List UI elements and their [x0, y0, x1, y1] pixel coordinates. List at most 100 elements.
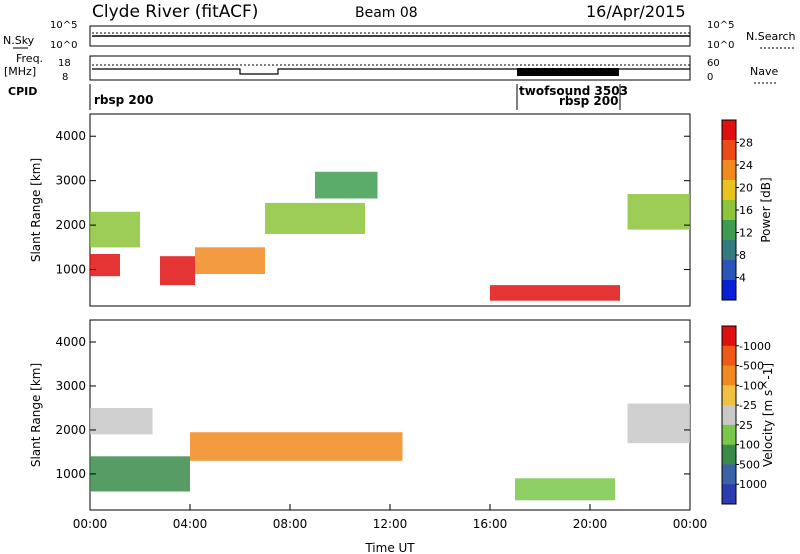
x-tick-label: 20:00	[573, 517, 608, 531]
velocity-y-ticks: 1000 2000 3000 4000	[55, 335, 690, 481]
cpid-segment-label: rbsp 200	[94, 93, 153, 107]
nave-tick-top: 60	[707, 58, 720, 69]
echo-band	[195, 247, 265, 274]
y-tick-label: 3000	[55, 379, 86, 393]
freq-unit: [MHz]	[4, 65, 36, 78]
colorbar-tick-label: -500	[739, 360, 764, 373]
echo-band	[90, 408, 153, 435]
cpid-segment-label: rbsp 200	[559, 94, 618, 108]
velocity-ylabel: Slant Range [km]	[29, 363, 43, 467]
colorbar-tick-label: 24	[739, 159, 753, 172]
power-y-ticks: 1000 2000 3000 4000	[55, 129, 690, 277]
x-tick-label: 08:00	[273, 517, 308, 531]
nave-tick-bottom: 0	[707, 72, 713, 83]
colorbar-tick-label: 500	[739, 458, 760, 471]
nsky-label: N.Sky	[3, 34, 35, 47]
colorbar-swatch	[722, 326, 736, 347]
colorbar-swatch	[722, 160, 736, 181]
y-tick-label: 1000	[55, 263, 86, 277]
colorbar-tick-label: 12	[739, 227, 753, 240]
x-tick-label: 04:00	[173, 517, 208, 531]
y-tick-label: 4000	[55, 129, 86, 143]
freq-panel: Freq. [MHz] 18 8 60 0 Nave	[4, 52, 778, 84]
colorbar-tick-label: 16	[739, 204, 753, 217]
velocity-echo-bands	[90, 403, 690, 501]
colorbar-tick-label: -25	[739, 399, 757, 412]
echo-band	[490, 285, 620, 301]
nsearch-label: N.Search	[746, 30, 796, 43]
power-colorbar-label: Power [dB]	[759, 177, 773, 242]
echo-band	[627, 194, 690, 230]
colorbar-swatch	[722, 180, 736, 201]
x-tick-label: 16:00	[473, 517, 508, 531]
freq-dense-block	[517, 68, 619, 76]
x-tick-label: 00:00	[673, 517, 708, 531]
colorbar-tick-label: 25	[739, 419, 753, 432]
x-tick-label: 00:00	[73, 517, 108, 531]
beam-title: Beam 08	[355, 5, 418, 21]
echo-band	[90, 456, 190, 492]
colorbar-swatch	[722, 424, 736, 446]
power-echo-bands	[90, 171, 690, 301]
colorbar-swatch	[722, 120, 736, 141]
cpid-row: CPID rbsp 200 twofsound 3503 rbsp 200	[8, 84, 628, 110]
echo-band	[160, 256, 195, 286]
cpid-label: CPID	[8, 85, 37, 98]
y-tick-label: 3000	[55, 174, 86, 188]
velocity-x-ticks: 00:00 04:00 08:00 12:00 16:00 20:00 00:00	[73, 504, 708, 531]
noise-right-tick-top: 10^5	[707, 20, 734, 31]
echo-band	[265, 202, 365, 234]
echo-band	[90, 211, 140, 248]
echo-band	[315, 171, 378, 199]
freq-tick-top: 18	[58, 58, 71, 69]
power-colorbar: 28 24 20 16 12 8 4	[721, 119, 753, 301]
colorbar-swatch	[722, 464, 736, 485]
y-tick-label: 1000	[55, 467, 86, 481]
colorbar-tick-label: 4	[739, 272, 746, 285]
noise-right-tick-bottom: 10^0	[707, 40, 734, 51]
freq-label: Freq.	[16, 52, 43, 65]
colorbar-swatch	[722, 220, 736, 241]
freq-panel-frame	[89, 55, 691, 81]
velocity-colorbar: -1000 -500 -100 -25 25 100 500 1000	[721, 325, 771, 505]
colorbar-frame	[721, 325, 737, 505]
colorbar-swatch	[722, 200, 736, 221]
power-panel: 1000 2000 3000 4000 Slant Range [km] 28 24 20…	[29, 113, 773, 307]
noise-left-tick-bottom: 10^0	[50, 40, 77, 51]
colorbar-tick-label: 20	[739, 182, 753, 195]
colorbar-swatch	[722, 280, 736, 301]
echo-band	[190, 432, 403, 461]
colorbar-tick-label: 28	[739, 137, 753, 150]
colorbar-swatch	[722, 405, 736, 426]
power-ylabel: Slant Range [km]	[29, 158, 43, 262]
colorbar-swatch	[722, 240, 736, 261]
xlabel: Time UT	[364, 541, 415, 554]
y-tick-label: 2000	[55, 218, 86, 232]
station-title: Clyde River (fitACF)	[92, 2, 258, 22]
velocity-colorbar-label: Velocity [m s^-1]	[761, 363, 775, 467]
echo-band	[627, 403, 690, 444]
colorbar-swatch	[722, 484, 736, 505]
noise-panel: N.Sky 10^5 10^0 10^5 10^0 N.Search	[3, 20, 796, 51]
cpid-segment-label: twofsound 3503	[519, 84, 628, 98]
x-tick-label: 12:00	[373, 517, 408, 531]
freq-tick-bottom: 8	[62, 72, 68, 83]
colorbar-swatch	[722, 140, 736, 161]
colorbar-tick-label: 100	[739, 439, 760, 452]
colorbar-swatch	[722, 444, 736, 465]
colorbar-tick-label: -100	[739, 379, 764, 392]
freq-trace	[92, 68, 690, 75]
echo-band	[515, 478, 615, 501]
colorbar-swatch	[722, 385, 736, 406]
y-tick-label: 4000	[55, 335, 86, 349]
colorbar-tick-label: 1000	[739, 478, 767, 491]
echo-band	[90, 254, 120, 277]
date-title: 16/Apr/2015	[586, 2, 686, 21]
colorbar-swatch	[722, 345, 736, 367]
colorbar-swatch	[722, 365, 736, 386]
colorbar-tick-label: 8	[739, 249, 746, 262]
colorbar-swatch	[722, 260, 736, 281]
nave-label: Nave	[750, 65, 778, 78]
